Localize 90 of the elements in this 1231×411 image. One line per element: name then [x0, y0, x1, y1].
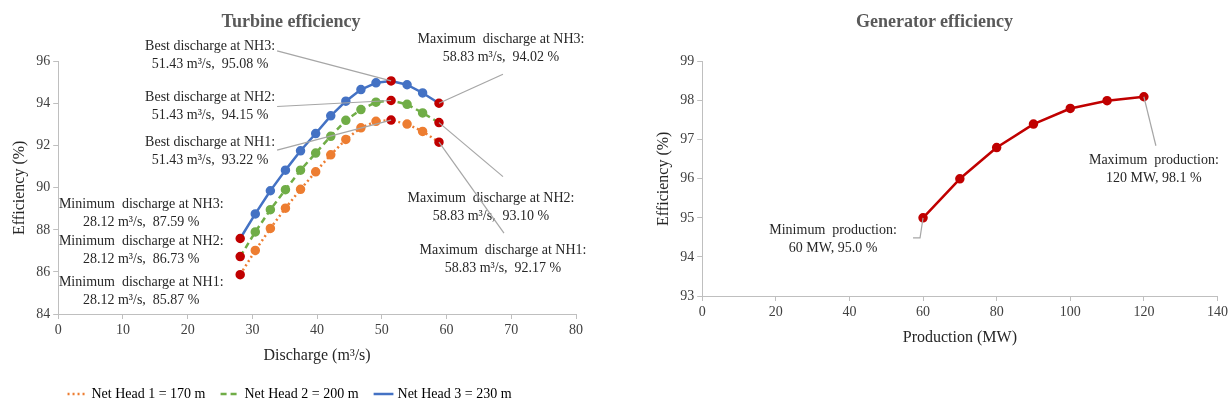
- point: [386, 115, 396, 125]
- annotation: Maximum discharge at NH2: 58.83 m³/s, 93.10 %: [407, 190, 575, 224]
- chart-title: Turbine efficiency: [221, 11, 361, 32]
- chart-title: Generator efficiency: [855, 11, 1014, 32]
- point: [295, 146, 306, 156]
- annotation: Minimum discharge at NH1: 28.12 m³/s, 85.87 %: [58, 274, 224, 308]
- point: [310, 148, 321, 158]
- point: [235, 233, 245, 244]
- point: [955, 174, 965, 184]
- y-tick-label: 96: [680, 170, 695, 186]
- x-tick-label: 80: [569, 322, 583, 338]
- y-tick-label: 96: [36, 53, 51, 69]
- point: [280, 165, 291, 175]
- point: [417, 88, 428, 98]
- y-tick-label: 93: [680, 287, 695, 303]
- point: [1065, 103, 1076, 114]
- y-tick-label: 99: [680, 53, 695, 69]
- legend-label: Net Head 1 = 170 m: [91, 385, 206, 401]
- annotation: Minimum discharge at NH2: 28.12 m³/s, 86.73 %: [58, 233, 224, 267]
- x-tick-label: 50: [374, 322, 389, 338]
- point: [417, 126, 428, 137]
- point: [280, 203, 291, 213]
- point: [265, 223, 276, 234]
- y-tick-label: 97: [680, 131, 695, 147]
- legend-label: Net Head 3 = 230 m: [397, 385, 512, 401]
- point: [280, 184, 291, 195]
- point: [991, 142, 1002, 153]
- point: [265, 186, 276, 196]
- point: [250, 209, 261, 219]
- y-tick-label: 92: [36, 137, 51, 153]
- y-tick-label: 86: [36, 263, 51, 279]
- point: [235, 269, 245, 280]
- x-axis-title: Discharge (m³/s): [263, 345, 371, 364]
- x-tick-label: 70: [504, 322, 519, 338]
- point: [310, 128, 321, 139]
- annotation: Best discharge at NH2: 51.43 m³/s, 94.15 %: [145, 89, 276, 123]
- x-tick-label: 30: [245, 322, 260, 338]
- point: [341, 134, 351, 145]
- annotation: Maximum production: 120 MW, 98.1 %: [1088, 152, 1219, 186]
- y-tick-label: 90: [36, 179, 51, 195]
- point: [386, 95, 396, 106]
- x-tick-label: 20: [768, 304, 783, 320]
- point: [417, 108, 428, 118]
- x-tick-label: 80: [989, 304, 1004, 320]
- point: [402, 99, 412, 110]
- y-axis-title: Efficiency (%): [9, 140, 28, 235]
- x-tick-label: 40: [310, 322, 325, 338]
- x-tick-label: 40: [842, 304, 857, 320]
- y-tick-label: 94: [680, 248, 695, 264]
- point: [371, 78, 381, 88]
- point: [356, 104, 366, 115]
- y-tick-label: 94: [36, 95, 51, 111]
- y-tick-label: 84: [36, 305, 51, 321]
- annotation: Minimum production: 60 MW, 95.0 %: [769, 221, 897, 255]
- annotation: Maximum discharge at NH3: 58.83 m³/s, 94.02 %: [417, 30, 585, 64]
- x-tick-label: 60: [916, 304, 931, 320]
- y-tick-label: 88: [36, 221, 51, 237]
- y-tick-label: 98: [680, 92, 695, 108]
- point: [250, 227, 261, 237]
- point: [341, 115, 351, 126]
- x-tick-label: 20: [180, 322, 195, 338]
- point: [356, 84, 366, 95]
- x-tick-label: 140: [1207, 304, 1228, 320]
- point: [265, 204, 276, 215]
- x-tick-label: 60: [439, 322, 454, 338]
- annotation: Maximum discharge at NH1: 58.83 m³/s, 92.17 %: [419, 241, 587, 275]
- point: [235, 251, 245, 262]
- x-tick-label: 120: [1133, 304, 1155, 320]
- annotation: Minimum discharge at NH3: 28.12 m³/s, 87.59 %: [58, 196, 224, 230]
- point: [326, 150, 336, 160]
- point: [386, 76, 396, 86]
- x-tick-label: 0: [698, 304, 706, 320]
- annotation: Best discharge at NH3: 51.43 m³/s, 95.08 %: [145, 37, 276, 71]
- x-tick-label: 100: [1059, 304, 1081, 320]
- point: [295, 184, 306, 195]
- point: [402, 79, 412, 90]
- x-tick-label: 10: [115, 322, 130, 338]
- point: [402, 119, 412, 129]
- point: [295, 165, 306, 175]
- annotation: Best discharge at NH1: 51.43 m³/s, 93.22 %: [145, 133, 276, 167]
- y-axis-title: Efficiency (%): [653, 131, 672, 226]
- point: [326, 111, 336, 121]
- point: [250, 245, 261, 256]
- x-tick-label: 0: [54, 322, 62, 338]
- x-axis-title: Production (MW): [902, 327, 1017, 346]
- legend-label: Net Head 2 = 200 m: [244, 385, 359, 401]
- y-tick-label: 95: [680, 209, 695, 225]
- point: [310, 167, 321, 177]
- point: [1102, 95, 1112, 106]
- point: [1028, 119, 1039, 129]
